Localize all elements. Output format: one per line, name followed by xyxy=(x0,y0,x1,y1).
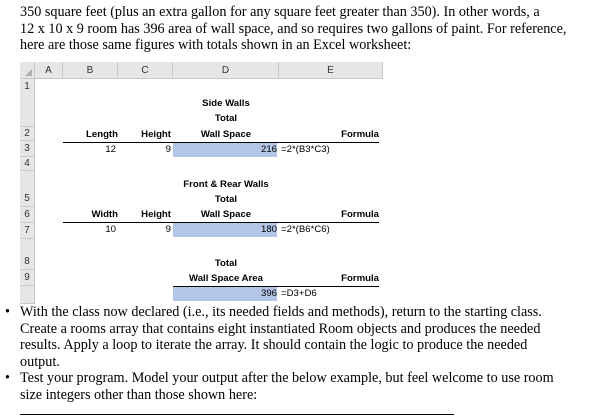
row-header-1[interactable]: 1 xyxy=(20,79,35,127)
side-walls-total: 216 xyxy=(260,144,277,155)
column-header-b[interactable]: B xyxy=(63,62,118,79)
intro-line: 12 x 10 x 9 room has 396 area of wall sp… xyxy=(20,20,567,37)
header-underline xyxy=(63,222,379,223)
row-header-3[interactable]: 3 xyxy=(20,141,35,157)
highlighted-cell xyxy=(173,143,277,157)
column-header-c[interactable]: C xyxy=(118,62,173,79)
select-all-corner[interactable] xyxy=(20,62,35,79)
underline-rule xyxy=(20,414,454,415)
list-item-line: Test your program. Model your output aft… xyxy=(20,370,554,386)
formula-header: Formula xyxy=(341,129,379,140)
grand-total-formula: =D3+D6 xyxy=(281,288,317,299)
list-item-line: Create a rooms array that contains eight… xyxy=(20,320,541,337)
bullet-icon: • xyxy=(5,370,10,386)
row-header-10[interactable] xyxy=(20,286,35,304)
row-header-6[interactable]: 6 xyxy=(20,207,35,223)
formula-header: Formula xyxy=(341,273,379,284)
row-header-7[interactable]: 7 xyxy=(20,223,35,239)
highlighted-cell xyxy=(173,223,277,237)
row-header-4[interactable]: 4 xyxy=(20,157,35,171)
list-item: • Test your program. Model your output a… xyxy=(5,370,592,403)
instruction-list: • With the class now declared (i.e., its… xyxy=(5,304,592,403)
total-title: Total xyxy=(214,258,238,269)
bullet-icon: • xyxy=(5,304,10,320)
highlighted-cell xyxy=(173,287,277,301)
front-rear-total-label: Total xyxy=(214,194,238,205)
wall-space-area-header: Wall Space Area xyxy=(189,273,263,284)
length-header: Length xyxy=(86,129,118,140)
list-item-line: With the class now declared (i.e., its n… xyxy=(20,304,542,320)
intro-line: here are those same figures with totals … xyxy=(20,37,412,53)
list-item-line: size integers other than those shown her… xyxy=(20,386,258,403)
height-value: 9 xyxy=(165,224,171,235)
list-item: • With the class now declared (i.e., its… xyxy=(5,304,592,370)
column-header-a[interactable]: A xyxy=(35,62,63,79)
side-walls-total-label: Total xyxy=(214,113,238,124)
header-underline xyxy=(63,142,379,143)
list-item-line: output. xyxy=(20,353,60,370)
width-header: Width xyxy=(91,209,118,220)
row-header-2[interactable]: 2 xyxy=(20,127,35,141)
front-rear-formula: =2*(B6*C6) xyxy=(281,224,330,235)
height-header: Height xyxy=(141,209,171,220)
excel-worksheet: A B C D E 1 2 3 4 5 6 7 8 9 Side Walls T… xyxy=(20,62,383,304)
column-header-d[interactable]: D xyxy=(173,62,279,79)
intro-paragraph: 350 square feet (plus an extra gallon fo… xyxy=(20,4,592,54)
header-underline xyxy=(173,286,379,287)
wall-space-header: Wall Space xyxy=(200,209,252,220)
grand-total: 396 xyxy=(260,288,277,299)
wall-space-header: Wall Space xyxy=(200,129,252,140)
length-value: 12 xyxy=(105,144,116,155)
width-value: 10 xyxy=(105,224,116,235)
row-header-8[interactable]: 8 xyxy=(20,239,35,270)
height-header: Height xyxy=(141,129,171,140)
list-item-line: results. Apply a loop to iterate the arr… xyxy=(20,337,528,353)
front-rear-walls-title: Front & Rear Walls xyxy=(183,179,269,190)
intro-line: 350 square feet (plus an extra gallon fo… xyxy=(20,4,540,20)
row-header-5[interactable]: 5 xyxy=(20,171,35,207)
row-number: 1 xyxy=(24,81,30,92)
front-rear-total: 180 xyxy=(260,224,277,235)
row-header-9[interactable]: 9 xyxy=(20,270,35,286)
formula-header: Formula xyxy=(341,209,379,220)
height-value: 9 xyxy=(165,144,171,155)
column-header-e[interactable]: E xyxy=(279,62,383,79)
side-walls-title: Side Walls xyxy=(202,98,250,109)
side-walls-formula: =2*(B3*C3) xyxy=(281,144,330,155)
